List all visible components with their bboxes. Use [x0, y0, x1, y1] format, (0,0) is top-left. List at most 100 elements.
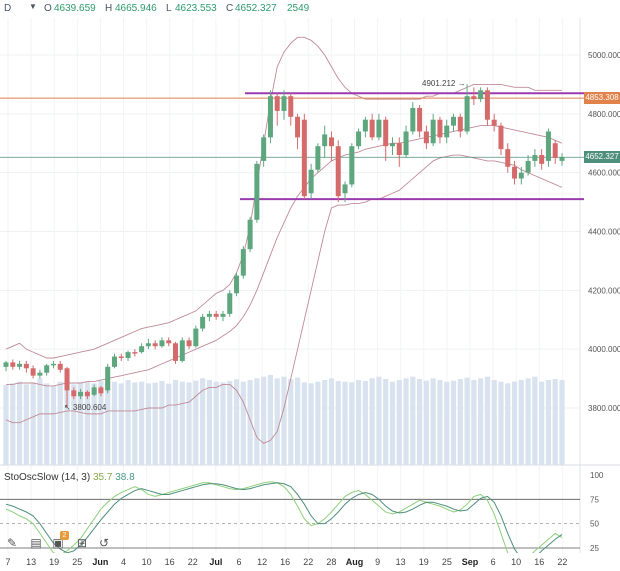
bollinger-middle-band: [6, 125, 563, 387]
volume-bar: [288, 379, 294, 465]
candle-up: [139, 346, 145, 353]
undo-icon[interactable]: ↺: [98, 536, 110, 550]
time-axis-label: Jul: [209, 557, 223, 567]
candle-down: [84, 391, 90, 397]
volume-bar: [383, 379, 389, 465]
candle-up: [342, 184, 348, 194]
candle-down: [423, 131, 429, 144]
candle-down: [437, 119, 443, 138]
low-label: L: [166, 3, 172, 14]
volume-bar: [410, 376, 416, 465]
candle-down: [295, 116, 301, 138]
volume-bar: [430, 378, 436, 465]
candle-up: [125, 352, 131, 358]
volume-bar: [261, 376, 267, 465]
time-axis-label: 10: [511, 557, 522, 567]
candle-up: [111, 356, 117, 367]
candle-up: [559, 157, 565, 161]
volume-bar: [491, 380, 497, 465]
price-chart[interactable]: 5000.000 4800.000 4600.000 4400.000 4200.000…: [0, 0, 620, 553]
volume-bar: [77, 382, 84, 465]
volume-bar: [342, 381, 348, 465]
candle-down: [71, 390, 77, 397]
candle-down: [457, 116, 463, 132]
close-value: 4652.327: [235, 3, 277, 14]
candle-down: [30, 368, 36, 376]
volume-bar: [478, 378, 484, 465]
volume-bar: [30, 382, 36, 465]
stoch-k-line: [5, 481, 563, 553]
interval-dropdown-icon[interactable]: ▼: [29, 2, 37, 11]
price-tick-label: 4800.000: [588, 110, 620, 119]
high-value: 4665.946: [115, 3, 157, 14]
time-axis-label: 6: [490, 557, 496, 567]
oscillator-legend[interactable]: StoOscSlow (14, 3) 35.7 38.8: [4, 472, 135, 483]
volume-bar: [200, 378, 206, 465]
pencil-icon[interactable]: ✎: [6, 536, 18, 550]
candle-up: [37, 372, 43, 376]
time-axis-label: 28: [326, 557, 337, 567]
candle-down: [186, 340, 192, 347]
volume-bar: [294, 377, 301, 465]
volume-bar: [505, 383, 511, 465]
ohlc-header: D ▼ O 4639.659 H 4665.946 L 4623.553 C 4…: [0, 0, 620, 18]
candle-down: [552, 143, 558, 158]
volume-bar: [213, 381, 219, 465]
candle-down: [152, 343, 158, 347]
volume-bar: [172, 380, 179, 465]
candle-up: [91, 387, 97, 395]
image-icon[interactable]: ▣: [52, 536, 64, 550]
osc-tick-label: 75: [590, 495, 599, 504]
candle-down: [383, 119, 389, 147]
stoch-d-value: 38.8: [115, 472, 135, 483]
candle-down: [98, 387, 104, 394]
volume-bar: [206, 380, 213, 465]
candle-up: [78, 391, 84, 397]
volume-bar: [444, 381, 450, 465]
volume-bar: [240, 381, 246, 465]
crop-icon[interactable]: ⊞: [76, 536, 88, 550]
candle-up: [159, 340, 165, 347]
candle-up: [308, 169, 314, 194]
volume-bar: [118, 383, 124, 465]
candle-down: [491, 119, 497, 126]
volume-bar: [159, 381, 165, 465]
candle-up: [545, 131, 551, 161]
volume-bar: [111, 381, 118, 465]
candle-up: [254, 163, 260, 220]
candle-down: [64, 368, 70, 391]
candle-up: [451, 116, 457, 126]
volume-bar: [91, 383, 97, 465]
candle-down: [301, 119, 307, 197]
time-axis-label: Jun: [92, 557, 109, 567]
candle-up: [410, 107, 416, 132]
candle-up: [267, 96, 273, 138]
candle-down: [213, 313, 219, 317]
candle-up: [478, 90, 484, 100]
candle-up: [145, 343, 151, 347]
volume-bar: [166, 383, 172, 465]
candle-up: [206, 313, 212, 317]
volume-bar: [376, 376, 382, 465]
volume-bar: [10, 383, 16, 465]
candle-down: [274, 96, 280, 111]
volume-bar: [396, 380, 402, 465]
time-axis-label: 9: [375, 557, 381, 567]
candle-up: [518, 172, 524, 179]
volume-bar: [247, 380, 253, 465]
candle-down: [539, 155, 545, 164]
volume-bar: [389, 381, 396, 465]
layers-icon[interactable]: ▤: [30, 536, 42, 550]
close-label: C: [226, 3, 234, 14]
candle-down: [132, 352, 138, 354]
candle-up: [50, 363, 56, 366]
interval-label[interactable]: D: [4, 3, 12, 14]
time-axis-label: 4: [120, 557, 127, 567]
candle-up: [315, 146, 321, 170]
volume-bar: [559, 380, 565, 465]
volume-bar: [98, 381, 104, 465]
volume-bar: [220, 382, 226, 465]
volume-bar: [186, 382, 192, 465]
volume-bar: [552, 379, 558, 465]
volume-bar: [355, 380, 362, 465]
